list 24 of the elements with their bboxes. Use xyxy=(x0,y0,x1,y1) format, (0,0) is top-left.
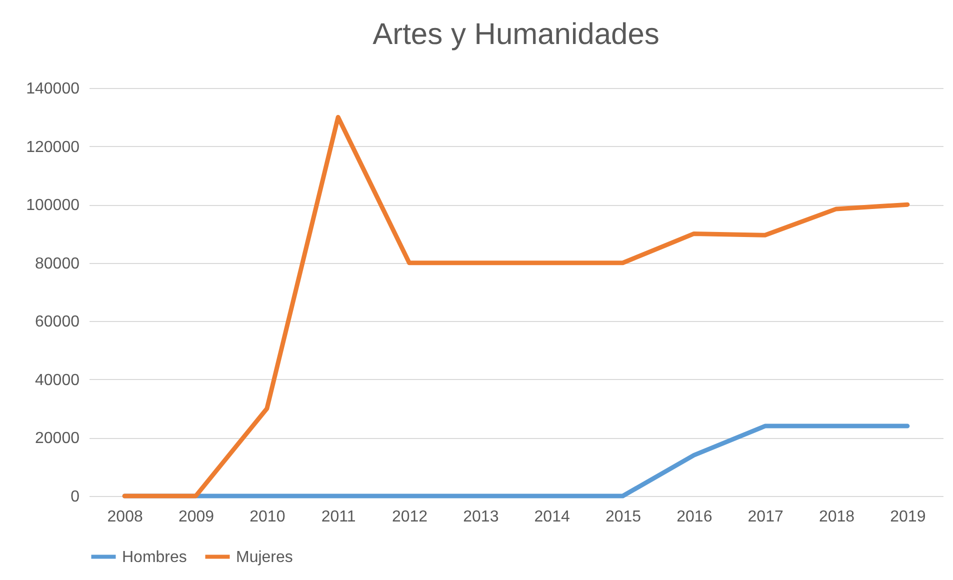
legend-label: Hombres xyxy=(122,548,187,566)
legend-label: Mujeres xyxy=(236,548,293,566)
x-tick-label: 2018 xyxy=(818,508,855,526)
x-tick-label: 2019 xyxy=(890,508,926,526)
x-tick-label: 2013 xyxy=(463,508,499,526)
y-tick-label: 100000 xyxy=(26,197,80,214)
y-tick-label: 40000 xyxy=(35,372,80,389)
x-tick-label: 2008 xyxy=(107,508,143,526)
x-tick-label: 2016 xyxy=(676,508,712,526)
y-tick-label: 80000 xyxy=(35,255,80,272)
x-tick-label: 2015 xyxy=(605,508,642,526)
y-tick-label: 0 xyxy=(70,488,80,506)
line-series xyxy=(122,114,910,498)
y-tick-label: 140000 xyxy=(26,80,80,98)
x-tick-label: 2012 xyxy=(392,508,428,526)
x-tick-label: 2011 xyxy=(321,508,356,526)
chart-title: Artes y Humanidades xyxy=(372,18,660,51)
y-tick-label: 20000 xyxy=(35,430,80,448)
y-tick-label: 120000 xyxy=(26,138,80,156)
x-tick-label: 2014 xyxy=(534,508,570,526)
x-tick-label: 2017 xyxy=(748,508,784,526)
x-tick-label: 2009 xyxy=(178,508,214,526)
y-tick-label: 60000 xyxy=(35,314,80,331)
x-tick-label: 2010 xyxy=(250,508,286,526)
